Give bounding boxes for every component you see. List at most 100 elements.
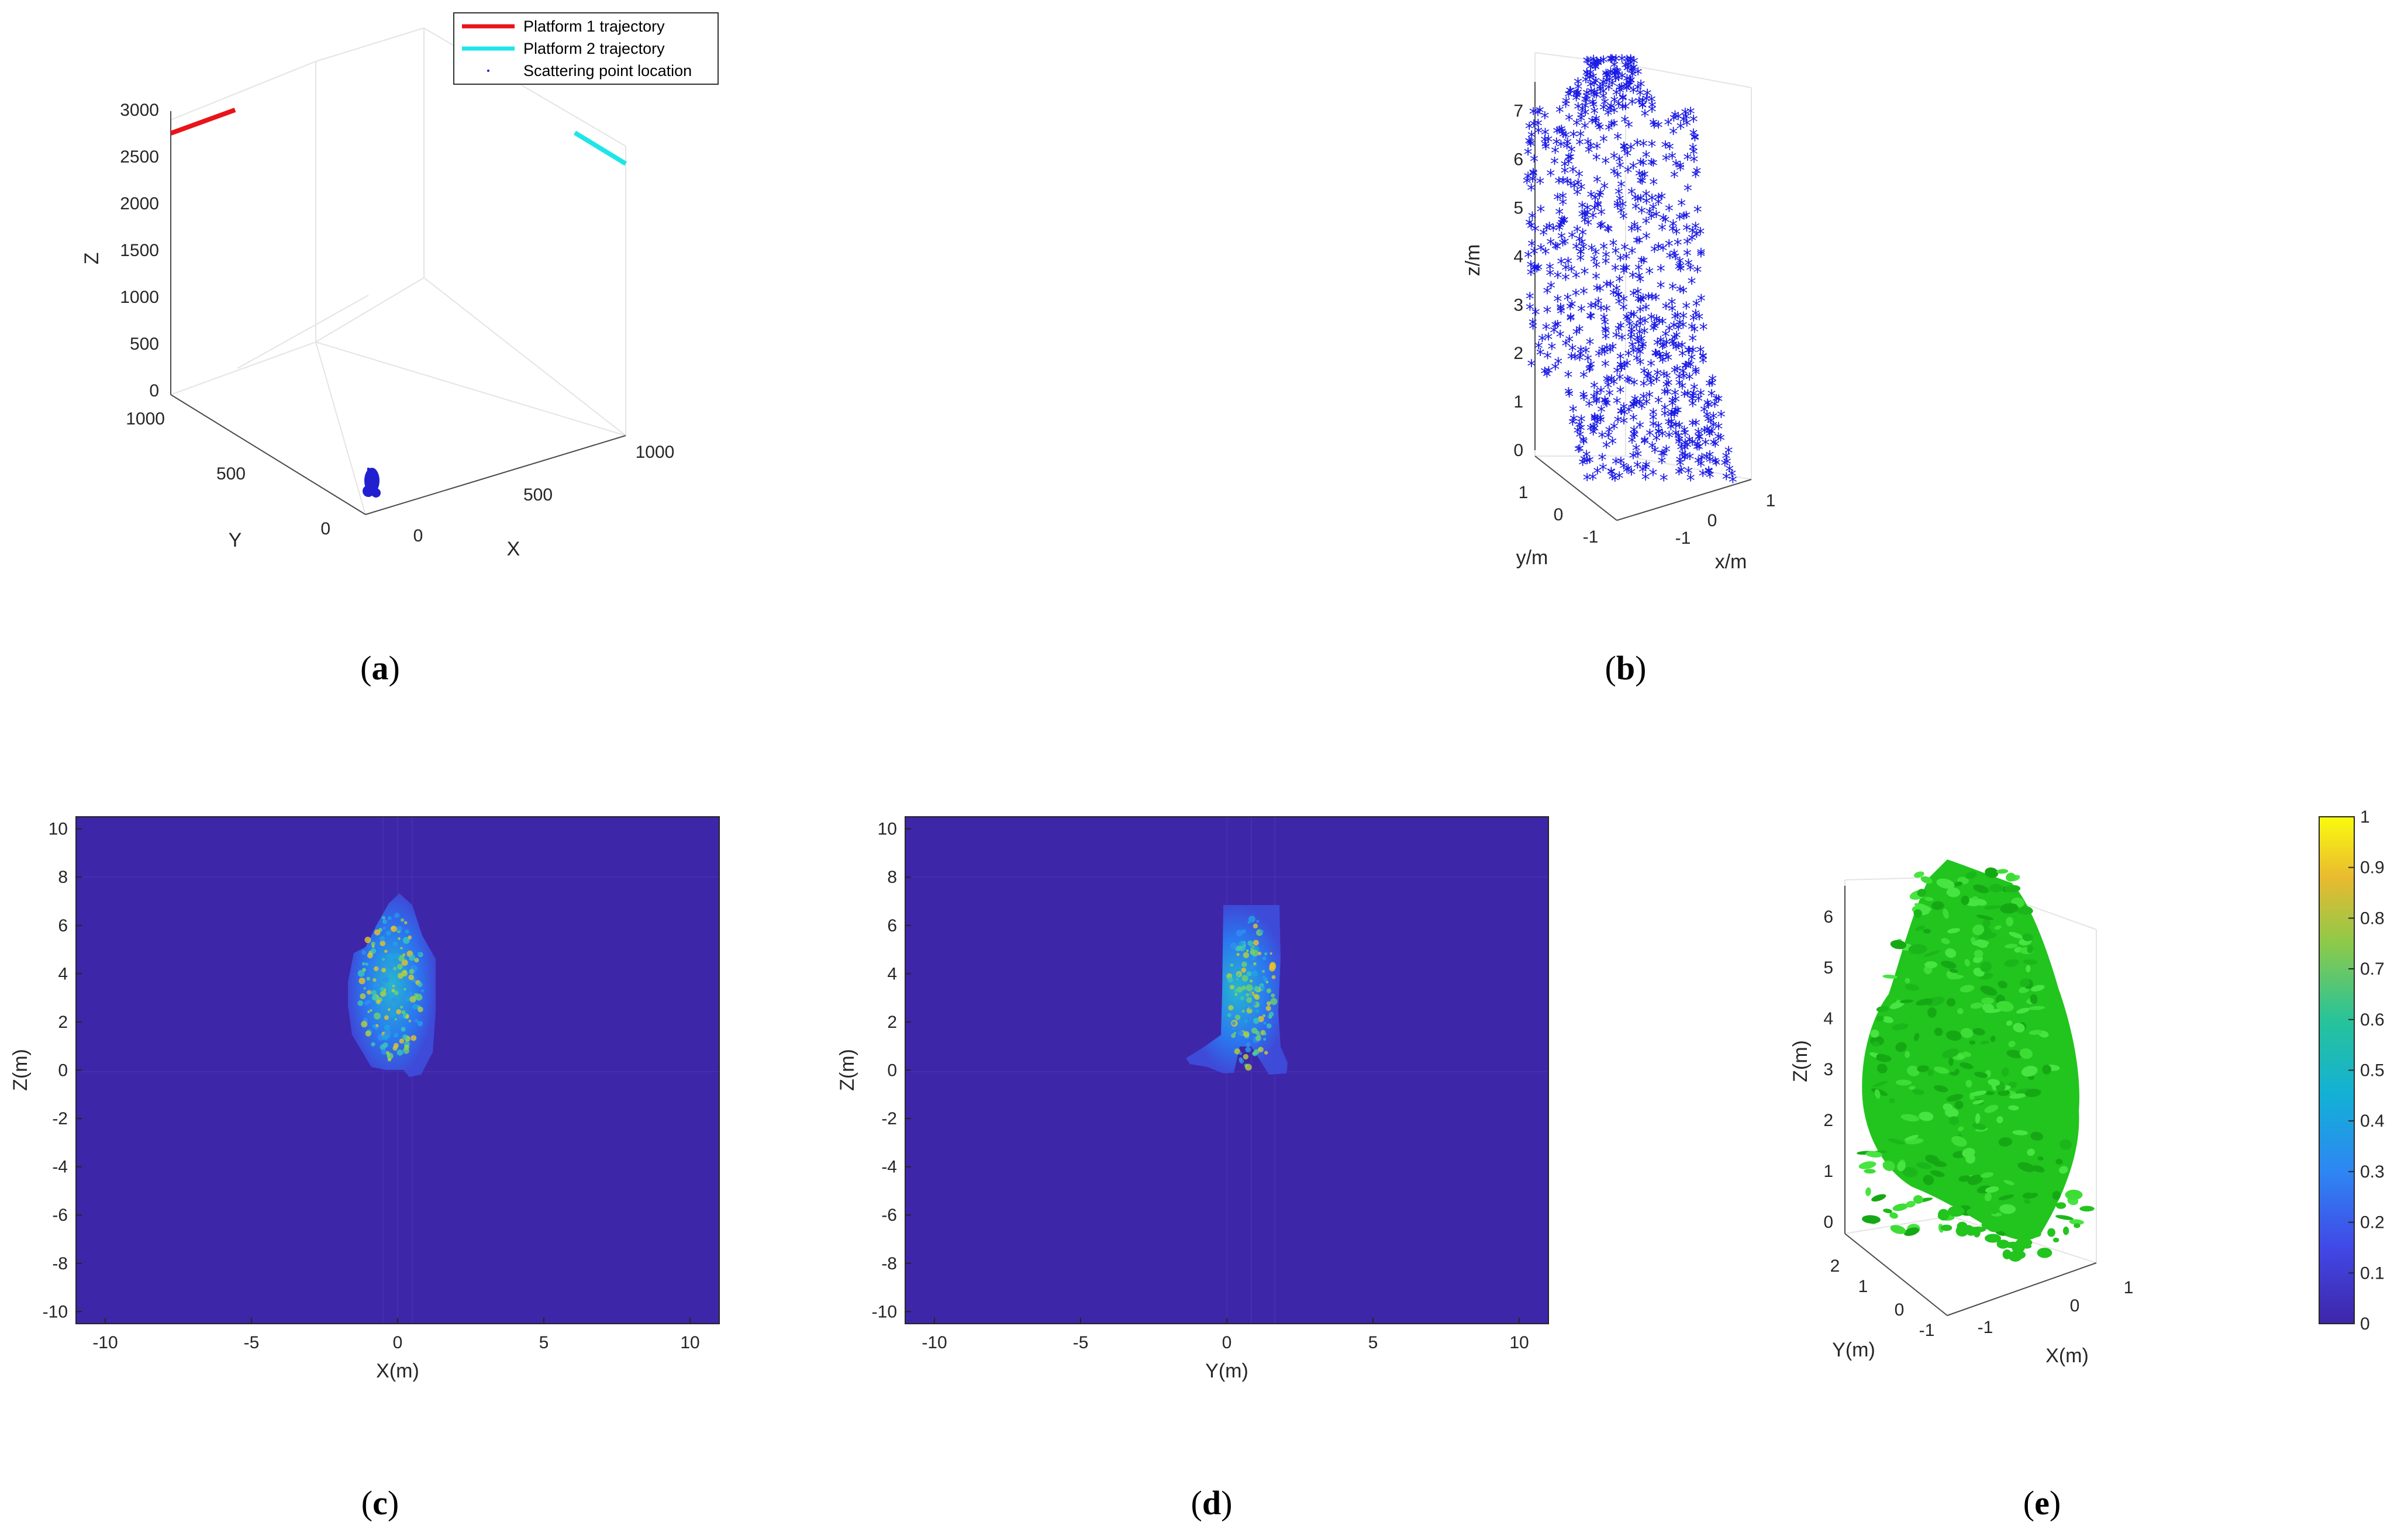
b-point: * [1559,213,1568,234]
b-point: * [1616,383,1625,403]
b-point: * [1608,434,1617,454]
b-point: * [1684,181,1692,202]
b-point: * [1679,284,1688,304]
iso-blob [1949,1072,1958,1076]
b-point: * [1596,219,1605,239]
b-point: * [1615,184,1623,205]
speckle-dot [1253,962,1257,966]
speckle-dot [397,972,403,979]
speckle-dot [412,1003,419,1010]
a-y-axis [170,394,366,515]
b-point: * [1698,450,1706,471]
colorbar-tick-label: 0.1 [2360,1263,2385,1283]
b-point: * [1582,72,1591,93]
speckle-dot [1241,975,1248,982]
b-point: * [1596,219,1605,239]
y-tick-label: 8 [58,868,68,887]
b-point: * [1654,393,1663,414]
b-point: * [1665,201,1674,222]
b-point: * [1550,323,1558,344]
b-point: * [1589,425,1598,446]
iso-blob [1913,1033,1920,1041]
b-point: * [1590,409,1599,430]
b-point: * [1602,254,1610,274]
b-point: * [1555,205,1564,225]
b-point: * [1668,295,1677,315]
speckle-dot [1258,1047,1264,1053]
speckle-dot [358,978,365,985]
b-point: * [1634,94,1643,114]
a-legend-label: Platform 2 trajectory [523,40,665,57]
iso-blob [1960,1028,1974,1038]
b-point: * [1669,318,1678,339]
b-point: * [1671,392,1680,412]
speckle-dot [1246,997,1253,1003]
b-point: * [1579,434,1588,454]
b-point: * [1572,88,1581,108]
iso-blob [1909,1086,1916,1090]
y-tick-label: -4 [52,1158,68,1177]
c-ylabel: Z(m) [9,1049,32,1091]
b-point: * [1616,83,1624,103]
b-point: * [1547,340,1556,360]
b-point: * [1591,114,1600,134]
b-point: * [1658,339,1667,360]
b-point: * [1652,431,1661,451]
speckle-dot [1246,949,1249,952]
a-legend-swatch-2 [487,70,489,72]
iso-blob [1864,1169,1876,1174]
b-point: * [1605,423,1613,443]
b-point: * [1668,149,1677,169]
a-zt: 1500 [120,241,159,260]
y-tick-label: -8 [52,1254,68,1273]
iso-blob [1982,919,1991,928]
iso-blob [2055,1158,2063,1165]
b-point: * [1699,320,1708,340]
b-point: * [1679,317,1688,338]
b-point: * [1615,81,1624,101]
b-point: * [1588,470,1597,491]
b-point: * [1617,80,1626,100]
iso-blob [2030,994,2038,1004]
b-point: * [1551,239,1560,259]
b-point: * [1552,134,1561,155]
b-zt: 6 [1513,150,1523,170]
b-point: * [1602,340,1611,361]
b-point: * [1592,258,1600,278]
b-point: * [1619,458,1628,479]
b-point: * [1629,410,1638,431]
b-point: * [1607,99,1616,119]
b-point: * [1722,448,1730,469]
b-point: * [1613,412,1622,433]
b-point: * [1630,375,1638,396]
b-point: * [1638,337,1647,358]
speckle-dot [408,974,414,980]
speckle-dot [1241,961,1247,968]
b-point: * [1649,417,1658,437]
speckle-dot [375,1027,378,1030]
speckle-dot [392,997,396,1002]
b-point: * [1541,125,1550,146]
b-point: * [1629,268,1637,288]
d-xlabel: Y(m) [1205,1360,1248,1382]
b-point: * [1612,244,1620,264]
iso-blob [1949,968,1958,973]
b-point: * [1662,377,1671,398]
b-point: * [1575,322,1584,343]
b-point: * [1691,167,1700,188]
speckle-dot [1260,929,1264,934]
b-point: * [1583,453,1592,474]
b-point: * [1564,384,1573,405]
iso-blob [1876,1054,1889,1062]
b-point: * [1696,386,1705,406]
iso-blob [1983,905,2002,910]
b-point: * [1596,185,1605,206]
speckle-dot [388,966,392,969]
b-point: * [1703,408,1712,428]
b-point: * [1600,393,1609,414]
iso-blob [1944,1107,1959,1118]
b-point: * [1699,349,1707,370]
b-point: * [1629,448,1637,469]
iso-fragment [2037,1248,2053,1258]
